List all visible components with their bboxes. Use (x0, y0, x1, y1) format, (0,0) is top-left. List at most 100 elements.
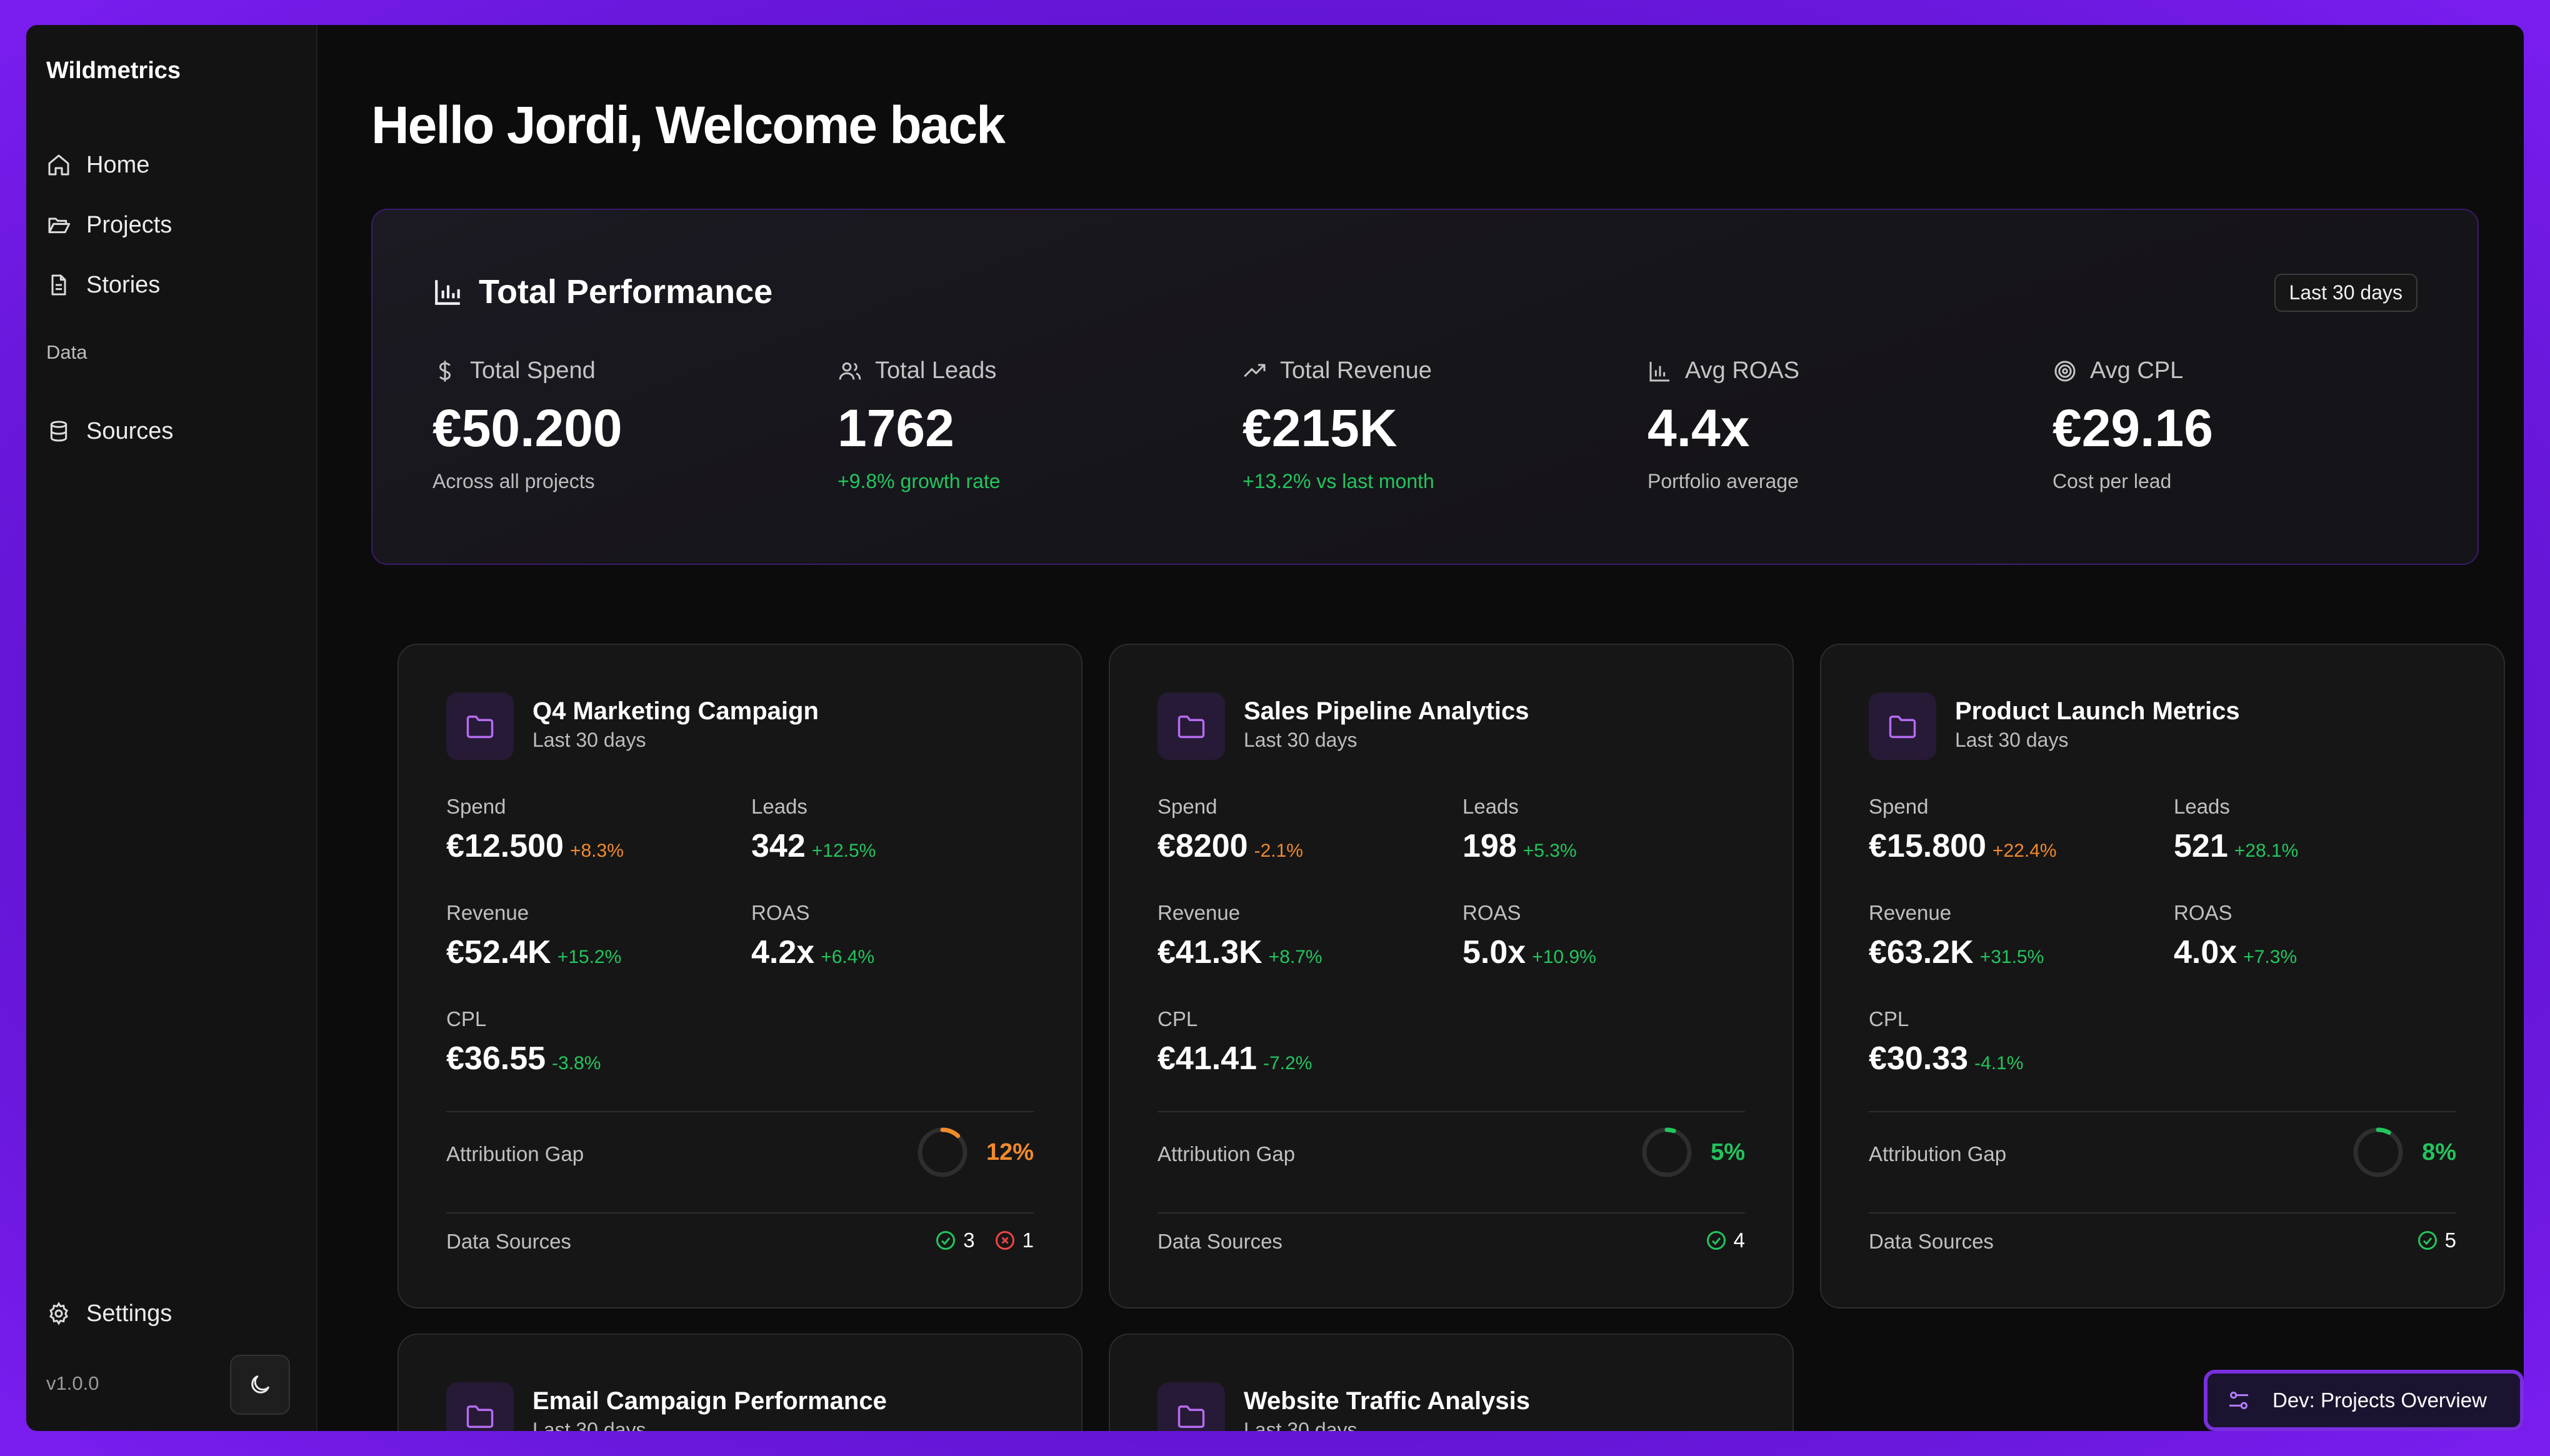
sidebar-item-sources[interactable]: Sources (46, 412, 173, 450)
stat-spend: Spend €12.500 +8.3% (446, 795, 624, 865)
divider (1158, 1212, 1745, 1214)
folder-icon (1178, 716, 1205, 739)
stat-value: 4.0x (2174, 934, 2238, 970)
stat-revenue: Revenue €63.2K +31.5% (1869, 901, 2044, 971)
project-period: Last 30 days (532, 1419, 646, 1431)
stat-cpl: CPL €36.55 -3.8% (446, 1007, 601, 1077)
attribution-gap: 5% (1639, 1125, 1745, 1180)
data-sources-label: Data Sources (1158, 1230, 1282, 1253)
metric-avg-cpl: Avg CPL €29.16 Cost per lead (2052, 357, 2428, 493)
metric-label: Total Spend (470, 357, 596, 384)
stat-label: ROAS (751, 901, 810, 924)
sidebar-item-label: Stories (86, 271, 161, 298)
attribution-gap-value: 8% (2422, 1139, 2456, 1165)
database-icon (50, 421, 68, 442)
attribution-gap-value: 5% (1711, 1139, 1745, 1165)
stat-value: 4.2x (751, 934, 815, 970)
project-title[interactable]: Email Campaign Performance (532, 1387, 887, 1415)
period-badge[interactable]: Last 30 days (2274, 274, 2418, 312)
bar-chart-icon (435, 280, 460, 305)
stat-roas: ROAS 4.0x +7.3% (2174, 901, 2297, 971)
metric-subtext: +9.8% growth rate (838, 470, 1001, 492)
dev-projects-overview-button[interactable]: Dev: Projects Overview (2204, 1370, 2524, 1431)
attribution-gap-ring (918, 1127, 968, 1177)
sources-ok-count: 4 (1733, 1229, 1745, 1252)
stat-spend: Spend €15.800 +22.4% (1869, 795, 2057, 865)
sidebar-section-label: Data (46, 341, 88, 363)
stat-label: Spend (446, 795, 506, 818)
metric-total-revenue: Total Revenue €215K +13.2% vs last month (1242, 357, 1618, 493)
sliders-icon (2229, 1392, 2248, 1409)
stat-delta: +15.2% (557, 947, 622, 967)
attribution-gap: 8% (2351, 1125, 2456, 1180)
metric-label: Total Revenue (1280, 357, 1432, 384)
stat-value-row: €52.4K +15.2% (446, 934, 621, 971)
project-title[interactable]: Product Launch Metrics (1955, 697, 2240, 725)
stat-cpl: CPL €30.33 -4.1% (1869, 1007, 2023, 1077)
data-sources-status: 5 (2416, 1229, 2456, 1252)
stat-label: Revenue (1158, 901, 1241, 924)
stat-value-row: 4.0x +7.3% (2174, 934, 2297, 971)
stat-leads: Leads 198 +5.3% (1462, 795, 1577, 865)
stat-delta: -7.2% (1263, 1053, 1312, 1074)
sidebar: Wildmetrics Home Projects Stories Data S… (26, 25, 318, 1431)
sidebar-item-projects[interactable]: Projects (46, 206, 172, 244)
attribution-gap-ring (1642, 1127, 1692, 1177)
stat-delta: +28.1% (2234, 840, 2299, 861)
home-icon (48, 154, 69, 176)
app-window: Wildmetrics Home Projects Stories Data S… (26, 25, 2524, 1431)
stat-spend: Spend €8200 -2.1% (1158, 795, 1303, 865)
sidebar-item-label: Settings (86, 1300, 172, 1327)
version-label: v1.0.0 (46, 1372, 99, 1394)
dev-button-label: Dev: Projects Overview (2272, 1389, 2487, 1412)
moon-icon (251, 1375, 269, 1394)
sidebar-item-home[interactable]: Home (46, 146, 149, 184)
data-sources-label: Data Sources (1869, 1230, 1994, 1253)
sidebar-item-stories[interactable]: Stories (46, 266, 160, 304)
attribution-gap-label: Attribution Gap (1158, 1142, 1296, 1165)
project-period: Last 30 days (1955, 729, 2069, 751)
check-circle-icon (2418, 1231, 2437, 1250)
stat-label: Leads (2174, 795, 2230, 818)
project-folder-badge (446, 1382, 514, 1431)
project-title[interactable]: Website Traffic Analysis (1244, 1387, 1530, 1415)
attribution-gap-ring (2353, 1127, 2403, 1177)
sources-error-count: 1 (1022, 1229, 1034, 1252)
stat-revenue: Revenue €41.3K +8.7% (1158, 901, 1322, 971)
project-period: Last 30 days (1244, 729, 1358, 751)
stat-delta: -2.1% (1254, 840, 1303, 861)
brand-logo[interactable]: Wildmetrics (46, 57, 181, 84)
project-card[interactable]: Sales Pipeline Analytics Last 30 days Spen… (1109, 644, 1794, 1309)
folder-icon (1178, 1405, 1205, 1429)
project-title[interactable]: Q4 Marketing Campaign (532, 697, 819, 725)
panel-title-text: Total Performance (479, 273, 773, 311)
divider (1869, 1111, 2456, 1112)
sidebar-item-settings[interactable]: Settings (46, 1295, 172, 1332)
project-card[interactable]: Q4 Marketing Campaign Last 30 days Spend €1… (398, 644, 1082, 1309)
stat-label: ROAS (2174, 901, 2232, 924)
theme-toggle-button[interactable] (230, 1355, 290, 1415)
metric-subtext: Across all projects (432, 470, 595, 492)
project-card[interactable]: Email Campaign Performance Last 30 days (398, 1334, 1082, 1431)
stat-revenue: Revenue €52.4K +15.2% (446, 901, 621, 971)
check-circle-icon (936, 1231, 956, 1250)
stat-value: €41.41 (1158, 1040, 1258, 1077)
stat-roas: ROAS 5.0x +10.9% (1462, 901, 1596, 971)
project-card[interactable]: Product Launch Metrics Last 30 days Spend €… (1820, 644, 2505, 1309)
project-card[interactable]: Website Traffic Analysis Last 30 days (1109, 1334, 1794, 1431)
gap-ring-fill (918, 1127, 968, 1177)
metric-value: €50.200 (432, 399, 622, 457)
metric-value: €215K (1242, 399, 1398, 457)
gear-icon (49, 1302, 68, 1325)
divider (1869, 1212, 2456, 1214)
metric-subtext: +13.2% vs last month (1242, 470, 1434, 492)
stat-delta: -4.1% (1974, 1053, 2024, 1074)
stat-leads: Leads 342 +12.5% (751, 795, 876, 865)
stat-value: 342 (751, 828, 806, 864)
stat-value-row: €30.33 -4.1% (1869, 1040, 2023, 1077)
attribution-gap-label: Attribution Gap (446, 1142, 584, 1165)
project-title[interactable]: Sales Pipeline Analytics (1244, 697, 1529, 725)
divider (446, 1212, 1034, 1214)
stat-value-row: €36.55 -3.8% (446, 1040, 601, 1077)
